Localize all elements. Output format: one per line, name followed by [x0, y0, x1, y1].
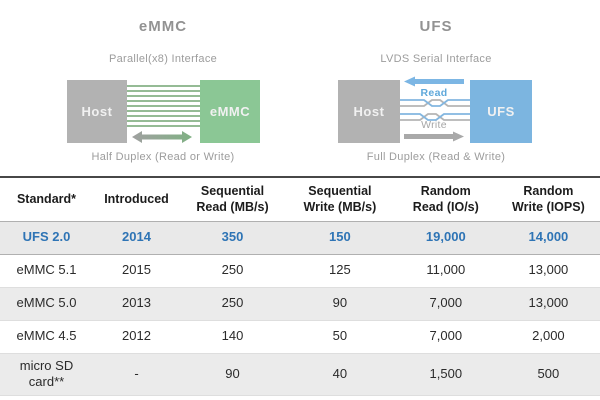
table-row: eMMC 4.5 2012 140 50 7,000 2,000: [0, 320, 600, 353]
table-cell: eMMC 5.0: [16, 295, 77, 311]
comparison-table: Standard* Introduced Sequential Read (MB/s…: [0, 176, 600, 396]
emmc-host-box-label: Host: [81, 104, 113, 119]
ufs-host-box: Host: [338, 80, 400, 143]
table-cell: 500: [537, 365, 560, 381]
table-cell: eMMC 4.5: [16, 328, 77, 344]
table-cell: 40: [332, 365, 348, 381]
write-arrow-right-icon: [404, 131, 464, 142]
table-cell: 2013: [122, 295, 151, 311]
read-label: Read: [420, 87, 448, 99]
lvds-twisted-pair-lines-icon: [400, 99, 470, 121]
table-cell: 90: [225, 365, 240, 381]
table-row: eMMC 5.1 2015 250 125 11,000 13,000: [0, 254, 600, 287]
header-cell: Random Read (IO/s): [412, 184, 479, 215]
emmc-device-box-label: eMMC: [209, 104, 251, 119]
table-cell: 350: [221, 229, 244, 245]
table-cell: 2,000: [532, 328, 565, 344]
table-cell: 125: [329, 262, 351, 278]
header-cell: Sequential Write (MB/s): [303, 184, 377, 215]
read-arrow-left-icon: [404, 76, 464, 87]
emmc-device-box: eMMC: [200, 80, 260, 143]
table-cell: 2015: [122, 262, 151, 278]
table-cell: 2014: [122, 229, 151, 245]
emmc-interface-label: Parallel(x8) Interface: [108, 53, 218, 65]
ufs-title: UFS: [419, 18, 453, 35]
ufs-host-box-label: Host: [353, 104, 385, 119]
header-cell: Sequential Read (MB/s): [196, 184, 269, 215]
table-cell: UFS 2.0: [22, 229, 71, 245]
header-cell: Introduced: [104, 192, 169, 207]
table-row: UFS 2.0 2014 350 150 19,000 14,000: [0, 221, 600, 254]
ufs-device-box: UFS: [470, 80, 532, 143]
ufs-device-box-label: UFS: [487, 104, 515, 119]
emmc-duplex-label: Half Duplex (Read or Write): [91, 151, 235, 163]
table-cell: 150: [329, 229, 351, 245]
table-cell: 2012: [122, 328, 151, 344]
half-duplex-double-arrow-icon: [132, 131, 192, 143]
table-row: micro SD card** - 90 40 1,500 500: [0, 353, 600, 396]
table-cell: 250: [221, 262, 244, 278]
table-cell: -: [134, 365, 139, 381]
header-cell: Random Write (IOPS): [512, 184, 585, 215]
table-cell: 11,000: [426, 262, 466, 278]
ufs-duplex-label: Full Duplex (Read & Write): [366, 151, 506, 163]
ufs-interface-label: LVDS Serial Interface: [380, 53, 492, 65]
comparison-table-header-row: Standard* Introduced Sequential Read (MB/s…: [0, 177, 600, 221]
table-cell: 1,500: [429, 365, 463, 381]
table-cell: 13,000: [528, 295, 569, 311]
table-cell: 7,000: [429, 328, 463, 344]
table-row: eMMC 5.0 2013 250 90 7,000 13,000: [0, 287, 600, 320]
table-cell: 7,000: [429, 295, 463, 311]
write-label: Write: [421, 119, 447, 131]
table-cell: 14,000: [528, 229, 569, 245]
table-cell: eMMC 5.1: [16, 262, 77, 278]
emmc-host-box: Host: [67, 80, 127, 143]
table-cell: 250: [221, 295, 244, 311]
table-cell: 13,000: [528, 262, 569, 278]
header-cell: Standard*: [16, 192, 77, 207]
table-cell: 90: [332, 295, 348, 311]
table-cell: micro SD card**: [19, 357, 74, 390]
parallel-bus-lines: [127, 85, 200, 130]
table-cell: 19,000: [425, 229, 466, 245]
table-cell: 50: [332, 328, 348, 344]
table-cell: 140: [221, 328, 244, 344]
emmc-title: eMMC: [138, 18, 188, 35]
